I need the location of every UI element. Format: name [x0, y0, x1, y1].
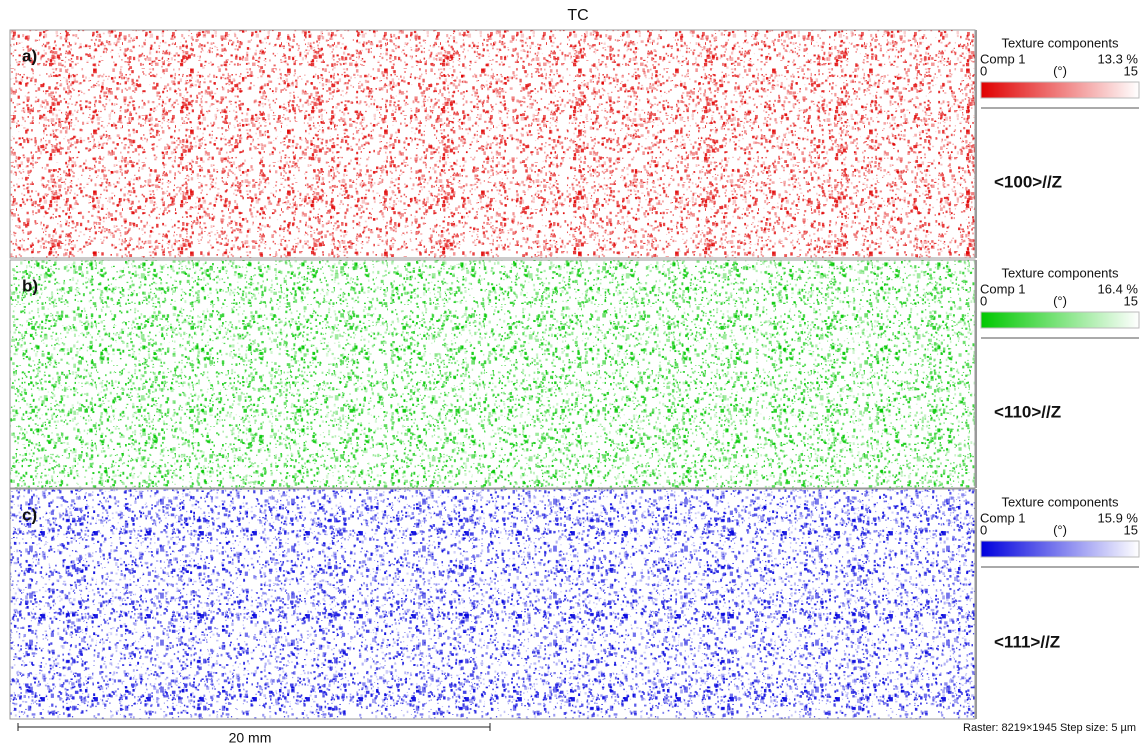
- page: TC 20 mm Raster: 8219×1945 Step size: 5 …: [0, 0, 1141, 747]
- legend-title: Texture components: [1001, 35, 1119, 50]
- range-max: 15: [1124, 522, 1138, 537]
- map-speckles: [10, 30, 975, 258]
- orientation-label: <110>//Z: [994, 402, 1061, 421]
- orientation-label: <100>//Z: [994, 172, 1062, 191]
- range-min: 0: [980, 293, 987, 308]
- raster-info: Raster: 8219×1945 Step size: 5 µm: [963, 722, 1136, 734]
- colorbar: [981, 541, 1139, 557]
- panel-label: c): [22, 505, 37, 524]
- colorbar: [981, 312, 1139, 328]
- range-min: 0: [980, 522, 987, 537]
- figure: TC 20 mm Raster: 8219×1945 Step size: 5 …: [0, 0, 1141, 747]
- legend-title: Texture components: [1001, 265, 1119, 280]
- range-max: 15: [1124, 293, 1138, 308]
- orientation-label: <111>//Z: [994, 632, 1060, 651]
- map-speckles: [10, 489, 975, 719]
- colorbar: [981, 82, 1139, 98]
- scale-bar-label: 20 mm: [229, 730, 272, 746]
- range-unit: (°): [1053, 522, 1067, 537]
- panel-label: a): [22, 46, 37, 65]
- figure-title: TC: [567, 7, 588, 24]
- range-unit: (°): [1053, 293, 1067, 308]
- range-unit: (°): [1053, 63, 1067, 78]
- legend-title: Texture components: [1001, 494, 1119, 509]
- range-min: 0: [980, 63, 987, 78]
- panel-label: b): [22, 276, 38, 295]
- range-max: 15: [1124, 63, 1138, 78]
- map-speckles: [10, 260, 975, 488]
